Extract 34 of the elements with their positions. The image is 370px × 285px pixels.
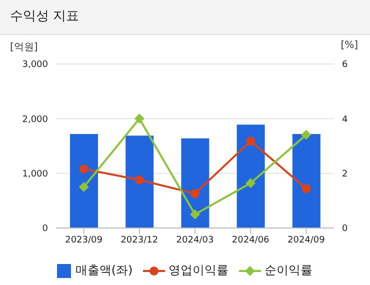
y-tick-label: 2,000 <box>22 114 48 125</box>
bar <box>126 136 154 228</box>
bar <box>70 134 98 228</box>
y-tick-label: 3,000 <box>22 60 48 70</box>
legend-label: 순이익률 <box>264 262 313 279</box>
point <box>134 114 144 124</box>
point <box>246 136 256 146</box>
y2-axis-title: [%] <box>340 40 358 51</box>
bar <box>236 124 265 228</box>
point <box>190 189 200 198</box>
x-tick-label: 2023/12 <box>120 235 158 246</box>
bar <box>181 138 210 228</box>
y2-tick-label: 0 <box>342 224 348 234</box>
point <box>79 164 88 174</box>
y-tick-label: 1,000 <box>22 170 48 180</box>
bar <box>292 134 320 228</box>
legend-label: 영업이익률 <box>168 262 229 279</box>
y2-tick-label: 6 <box>342 60 348 70</box>
legend-label: 매출액(좌) <box>75 262 133 279</box>
point <box>301 130 312 140</box>
point <box>78 182 89 192</box>
x-tick-label: 2024/09 <box>288 235 326 246</box>
point <box>246 178 256 188</box>
x-tick-label: 2023/09 <box>65 235 103 246</box>
x-tick-label: 2024/06 <box>232 235 270 246</box>
chart-title: 수익성 지표 <box>0 0 370 35</box>
y-axis-title: [억원] <box>10 41 38 54</box>
y2-tick-label: 2 <box>342 170 348 180</box>
point <box>134 175 144 184</box>
y2-tick-label: 4 <box>342 114 348 125</box>
point <box>302 184 311 194</box>
point <box>190 209 200 220</box>
y-tick-label: 0 <box>42 224 48 234</box>
x-tick-label: 2024/03 <box>176 235 214 246</box>
